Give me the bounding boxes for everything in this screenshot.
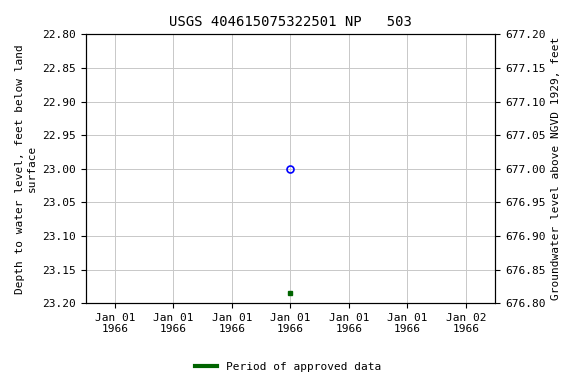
Legend: Period of approved data: Period of approved data [191,358,385,377]
Y-axis label: Depth to water level, feet below land
surface: Depth to water level, feet below land su… [15,44,37,294]
Y-axis label: Groundwater level above NGVD 1929, feet: Groundwater level above NGVD 1929, feet [551,37,561,300]
Title: USGS 404615075322501 NP   503: USGS 404615075322501 NP 503 [169,15,412,29]
